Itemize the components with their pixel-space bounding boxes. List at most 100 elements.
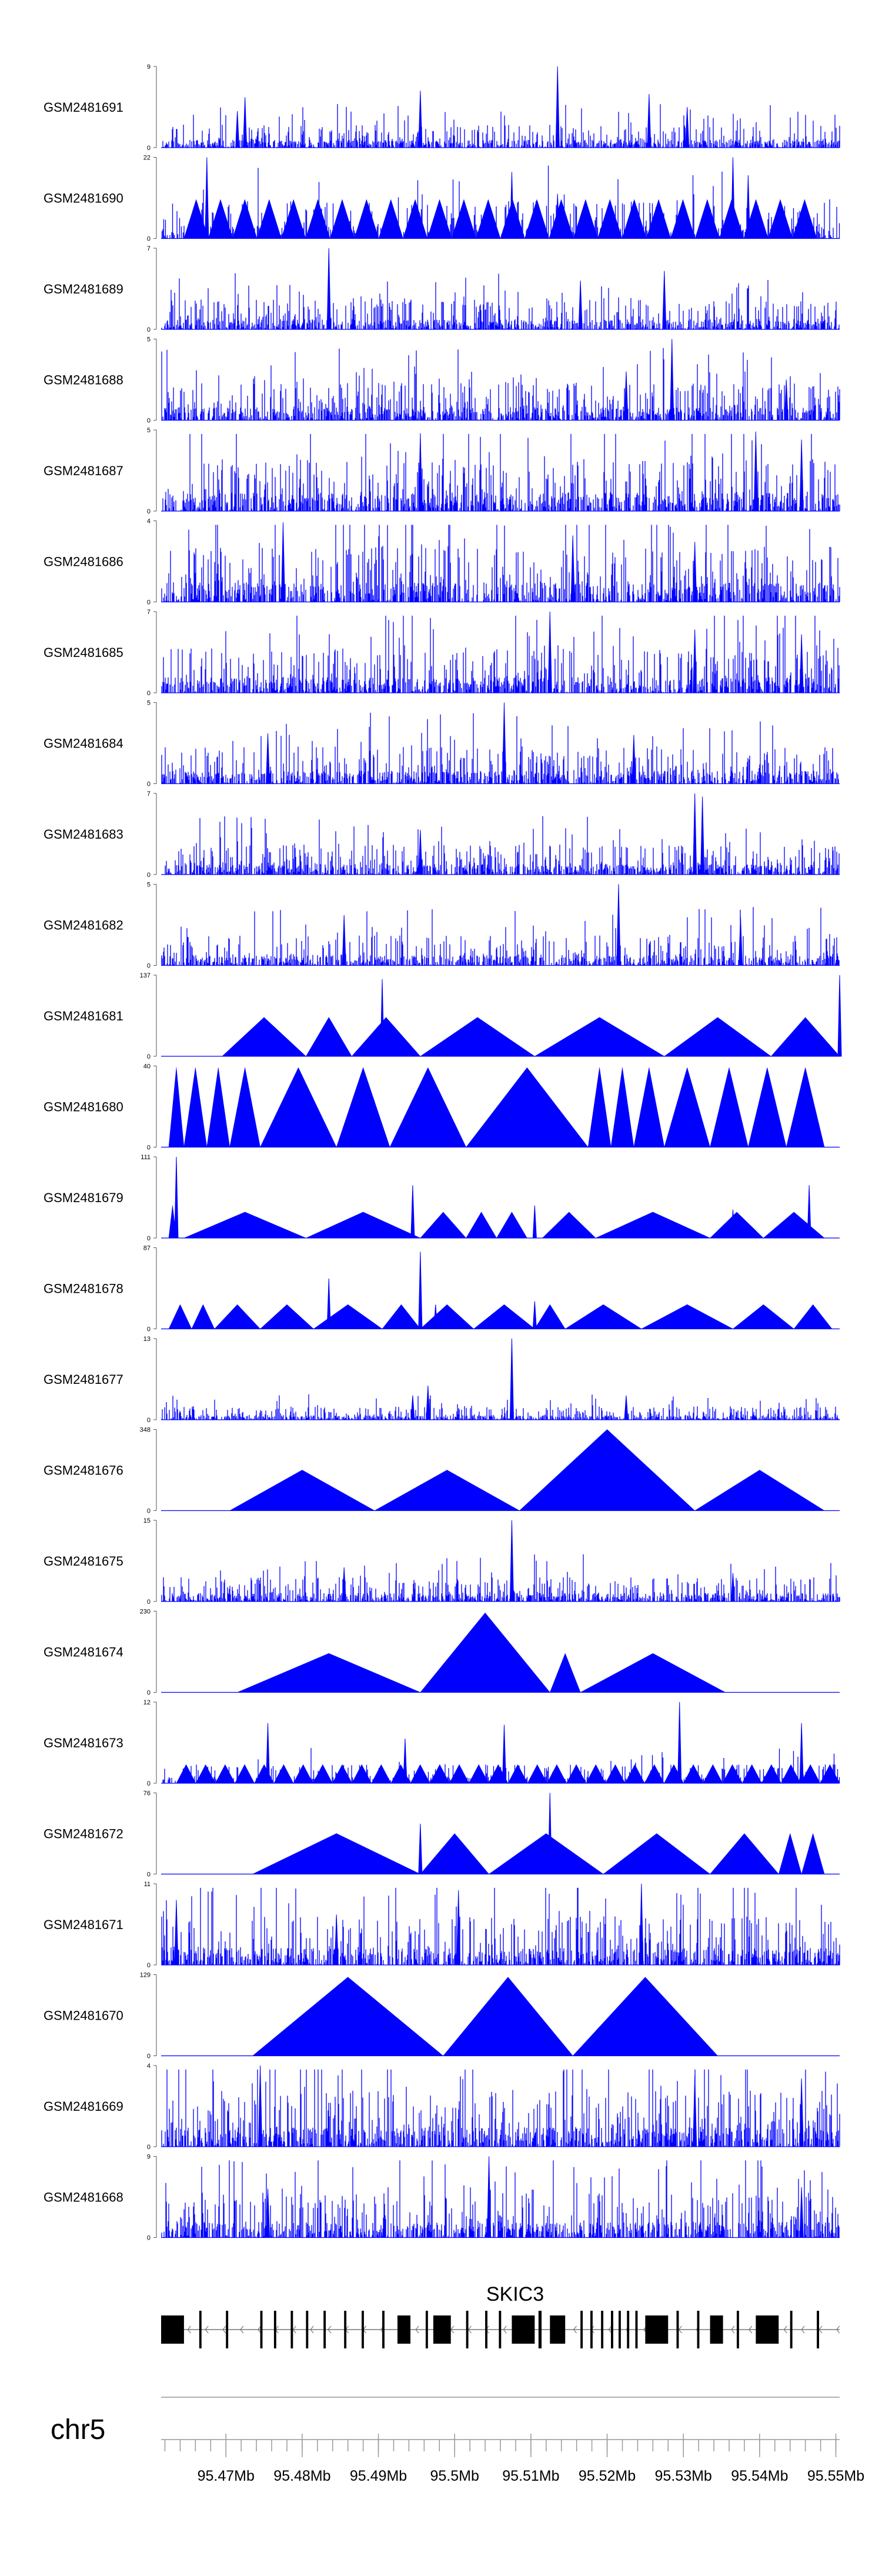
y-tick-max-label: 5 xyxy=(147,427,151,434)
axis-tick-label: 95.54Mb xyxy=(731,2468,788,2484)
axis-tick-label: 95.48Mb xyxy=(273,2468,330,2484)
y-tick-zero-label: 0 xyxy=(147,1871,151,1878)
track-label: GSM2481681 xyxy=(44,1009,123,1023)
coverage-triangle xyxy=(763,1212,825,1239)
coverage-peak xyxy=(693,793,697,875)
coverage-peak xyxy=(342,915,346,966)
exon xyxy=(618,2311,621,2348)
coverage-signal xyxy=(162,433,840,511)
exon xyxy=(627,2311,630,2348)
y-tick-max-label: 13 xyxy=(143,1336,151,1343)
y-tick-zero-label: 0 xyxy=(147,418,151,425)
coverage-signal xyxy=(161,165,840,239)
strand-arrow xyxy=(415,2325,419,2334)
coverage-triangle xyxy=(664,1017,772,1057)
exon xyxy=(226,2311,229,2348)
coverage-triangle xyxy=(741,1764,762,1784)
coverage-triangle xyxy=(549,1653,581,1693)
coverage-triangle xyxy=(229,1067,260,1147)
coverage-triangle xyxy=(778,1833,802,1874)
strand-arrow xyxy=(328,2325,332,2334)
strand-arrow xyxy=(310,2325,314,2334)
track-label: GSM2481673 xyxy=(44,1736,123,1750)
exon xyxy=(697,2311,700,2348)
coverage-peak xyxy=(799,634,804,693)
coverage-triangle xyxy=(420,1304,475,1329)
strand-arrow xyxy=(748,2325,753,2334)
coverage-triangle xyxy=(770,1017,840,1057)
coverage-peak xyxy=(662,271,667,330)
coverage-peak xyxy=(570,535,575,602)
coverage-signal xyxy=(165,816,840,875)
coverage-signal xyxy=(161,348,840,421)
y-tick-max-label: 7 xyxy=(147,790,151,798)
strand-arrow xyxy=(205,2325,209,2334)
y-tick-zero-label: 0 xyxy=(147,1235,151,1242)
coverage-signal xyxy=(161,907,840,966)
exon xyxy=(790,2311,793,2348)
track-label: GSM2481686 xyxy=(44,555,123,569)
exon xyxy=(397,2315,410,2344)
coverage-peak xyxy=(693,2075,697,2147)
coverage-peak xyxy=(509,1338,514,1420)
coverage-triangle xyxy=(313,1304,383,1329)
coverage-peak xyxy=(624,371,629,421)
coverage-peak xyxy=(807,1185,811,1239)
y-tick-max-label: 129 xyxy=(140,1972,151,1979)
coverage-triangle xyxy=(527,1764,547,1784)
y-tick-max-label: 9 xyxy=(147,64,151,71)
coverage-signal xyxy=(161,525,840,602)
coverage-peak xyxy=(547,1793,552,1874)
coverage-signal xyxy=(161,2069,840,2147)
coverage-peak xyxy=(532,1301,537,1329)
track-GSM2481684: GSM2481684 5 0 xyxy=(44,700,840,788)
y-tick-zero-label: 0 xyxy=(147,2144,151,2151)
coverage-peak xyxy=(418,1252,423,1329)
strand-arrow xyxy=(573,2325,577,2334)
coverage-triangle xyxy=(183,1067,208,1147)
coverage-triangle xyxy=(466,1067,589,1147)
axis-tick-label: 95.51Mb xyxy=(502,2468,559,2484)
y-tick-zero-label: 0 xyxy=(147,236,151,243)
coverage-peak xyxy=(334,1914,339,1966)
coverage-triangle xyxy=(420,1833,490,1874)
coverage-signal xyxy=(161,1394,840,1420)
y-tick-zero-label: 0 xyxy=(147,1053,151,1060)
coverage-triangle xyxy=(195,1764,216,1784)
coverage-triangle xyxy=(176,1764,196,1784)
coverage-peak xyxy=(624,1395,629,1420)
coverage-triangle xyxy=(351,1017,421,1057)
y-tick-zero-label: 0 xyxy=(147,872,151,879)
exon xyxy=(756,2315,779,2344)
coverage-triangle xyxy=(664,1067,710,1147)
strand-arrow xyxy=(222,2325,226,2334)
coverage-triangle xyxy=(427,199,452,239)
coverage-peak xyxy=(403,1739,407,1784)
coverage-triangle xyxy=(420,1212,467,1239)
coverage-peak xyxy=(418,830,423,875)
coverage-peak xyxy=(746,175,750,239)
exon xyxy=(601,2311,604,2348)
coverage-triangle xyxy=(534,1304,566,1329)
coverage-triangle xyxy=(371,1764,392,1784)
coverage-triangle xyxy=(305,1017,352,1057)
coverage-triangle xyxy=(610,1067,634,1147)
y-tick-max-label: 348 xyxy=(140,1427,151,1434)
track-GSM2481678: GSM2481678 87 0 xyxy=(44,1245,840,1333)
strand-arrow xyxy=(503,2325,507,2334)
coverage-triangle xyxy=(229,1470,376,1511)
coverage-peak xyxy=(784,379,789,421)
exon xyxy=(466,2311,469,2348)
track-GSM2481668: GSM2481668 9 0 xyxy=(44,2154,840,2242)
coverage-triangle xyxy=(564,1304,642,1329)
coverage-signal xyxy=(162,104,840,148)
track-label: GSM2481678 xyxy=(44,1282,123,1296)
coverage-triangle xyxy=(709,1212,764,1239)
coverage-triangle xyxy=(191,1304,215,1329)
coverage-triangle xyxy=(420,1017,536,1057)
coverage-triangle xyxy=(580,1653,726,1693)
strand-arrow xyxy=(240,2325,244,2334)
exon xyxy=(550,2315,566,2344)
track-label: GSM2481677 xyxy=(44,1372,123,1387)
